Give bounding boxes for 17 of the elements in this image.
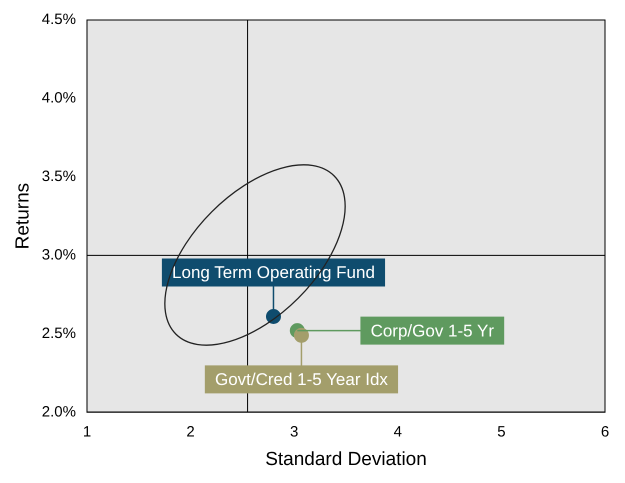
x-tick-label: 3 <box>290 423 298 440</box>
x-tick-label: 5 <box>497 423 506 440</box>
y-tick-label: 3.5% <box>42 168 76 186</box>
text: Long Term Operating Fund <box>172 263 375 282</box>
y-tick-label: 4.5% <box>42 11 76 28</box>
text: Corp/Gov 1-5 Yr <box>370 321 494 340</box>
text: Govt/Cred 1-5 Year Idx <box>214 370 388 390</box>
x-tick-label: 2 <box>186 423 195 440</box>
x-tick-label: 4 <box>394 423 402 440</box>
y-tick-label: 2.5% <box>42 324 76 342</box>
x-axis-title: Standard Deviation <box>265 448 427 470</box>
y-tick-label: 2.0% <box>42 403 76 420</box>
x-tick-label: 1 <box>82 423 92 440</box>
x-tick-label: 6 <box>600 423 610 440</box>
y-tick-label: 3.0% <box>42 246 76 264</box>
y-axis-title: Returns <box>12 182 34 250</box>
y-tick-label: 4.0% <box>42 90 76 107</box>
